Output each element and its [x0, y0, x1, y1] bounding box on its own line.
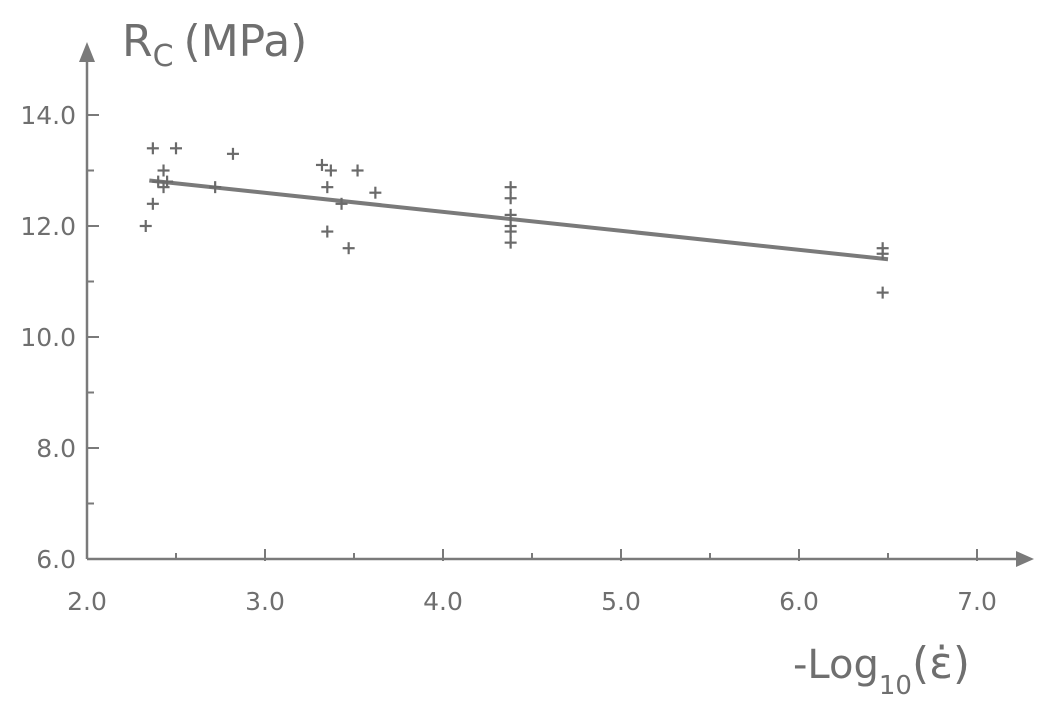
data-point: [351, 164, 364, 177]
data-point: [152, 175, 165, 188]
data-point: [504, 192, 517, 205]
x-tick-label: 5.0: [601, 587, 641, 616]
x-axis-title-suffix: (ε̇): [912, 638, 970, 689]
y-tick-label: 6.0: [36, 545, 76, 574]
data-point: [226, 147, 239, 160]
data-points: [139, 142, 889, 299]
y-axis-title: RC (MPa): [122, 16, 307, 74]
y-tick-label: 14.0: [20, 101, 76, 130]
data-point: [146, 197, 159, 210]
data-point: [504, 208, 517, 221]
data-point: [321, 225, 334, 238]
data-point: [157, 164, 170, 177]
y-axis-title-unit: (MPa): [184, 16, 308, 67]
x-axis-title: -Log10(ε̇): [793, 638, 970, 701]
x-axis-arrow: [1016, 551, 1034, 567]
y-tick-label: 12.0: [20, 212, 76, 241]
x-tick-label: 4.0: [423, 587, 463, 616]
ticks: [87, 114, 978, 561]
y-axis-title-main: R: [122, 16, 153, 67]
y-tick-label: 8.0: [36, 434, 76, 463]
data-point: [369, 186, 382, 199]
axis-titles: RC (MPa) -Log10(ε̇): [122, 16, 970, 701]
data-point: [504, 181, 517, 194]
x-tick-label: 6.0: [779, 587, 819, 616]
data-point: [209, 181, 222, 194]
tick-labels: 2.0 3.0 4.0 5.0 6.0 7.0 6.0 8.0 10.0 12.0 14.0: [20, 101, 997, 616]
axes: [79, 42, 1034, 567]
data-point: [335, 197, 348, 210]
data-point: [146, 142, 159, 155]
x-tick-label: 2.0: [67, 587, 107, 616]
data-point: [504, 236, 517, 249]
x-tick-label: 3.0: [245, 587, 285, 616]
data-point: [324, 164, 337, 177]
x-axis-title-sub: 10: [879, 671, 912, 701]
data-point: [170, 142, 182, 155]
data-point: [321, 181, 334, 194]
data-point: [315, 158, 328, 171]
y-tick-label: 10.0: [20, 323, 76, 352]
regression-line: [149, 178, 889, 262]
y-axis-title-sub: C: [153, 39, 174, 74]
x-tick-label: 7.0: [957, 587, 997, 616]
data-point: [876, 286, 889, 299]
x-axis-title-prefix: -Log: [793, 642, 879, 688]
data-point: [504, 225, 517, 238]
data-point: [876, 247, 889, 260]
data-point: [342, 242, 355, 255]
fit-line-group: [149, 178, 889, 262]
data-point: [139, 220, 152, 232]
y-axis-arrow: [79, 42, 95, 62]
